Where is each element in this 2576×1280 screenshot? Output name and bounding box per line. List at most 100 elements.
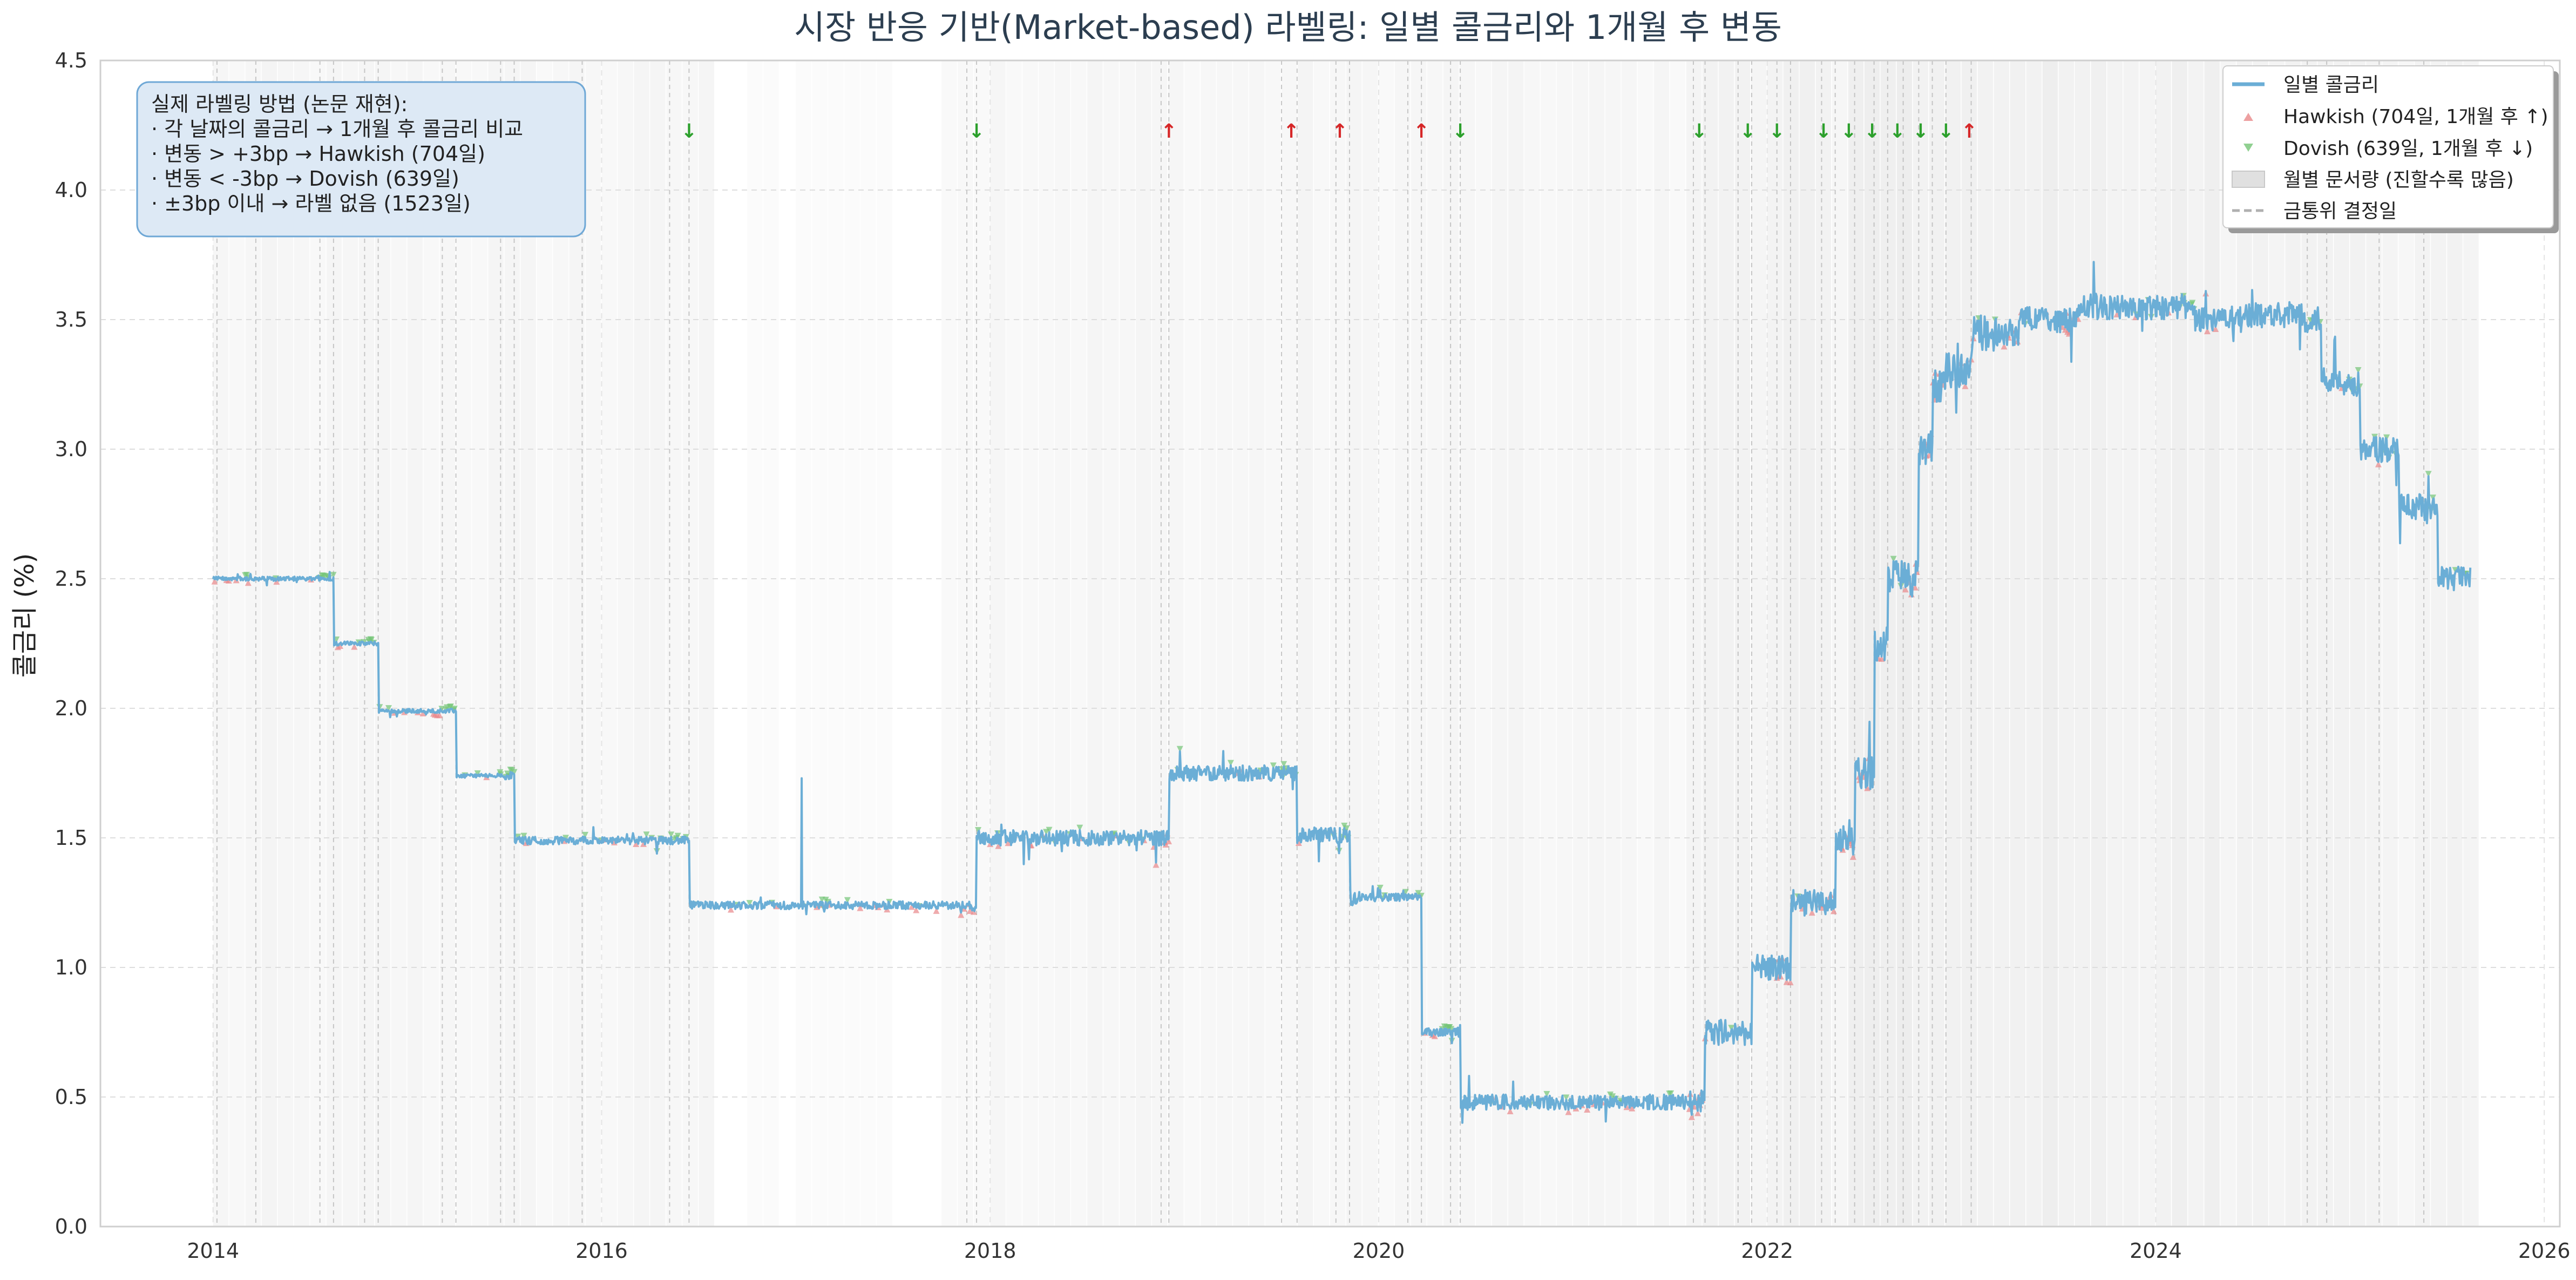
month-shade	[229, 60, 245, 1227]
month-shade	[1945, 60, 1961, 1227]
y-tick-label: 1.0	[55, 956, 87, 979]
arrow-down-icon: ↓	[1913, 120, 1929, 143]
dovish-marker	[1543, 1091, 1550, 1098]
monthly-shading	[100, 60, 2560, 1227]
month-shade	[2463, 60, 2479, 1227]
dovish-marker	[1076, 824, 1083, 831]
x-tick-label: 2020	[1353, 1239, 1405, 1263]
x-tick-label: 2024	[2130, 1239, 2182, 1263]
legend-label: Dovish (639일, 1개월 후 ↓)	[2283, 138, 2533, 160]
month-shade	[812, 60, 828, 1227]
dovish-marker	[438, 706, 445, 713]
month-shade	[1055, 60, 1070, 1227]
hawkish-marker	[1431, 1032, 1438, 1039]
month-shade	[1249, 60, 1265, 1227]
hawkish-marker	[211, 578, 218, 585]
month-shade	[747, 60, 763, 1227]
month-shade	[1201, 60, 1216, 1227]
dovish-marker	[447, 703, 454, 710]
hawkish-marker	[933, 907, 940, 914]
arrow-down-icon: ↓	[1691, 120, 1707, 143]
month-shade	[1751, 60, 1767, 1227]
month-shade	[504, 60, 520, 1227]
month-shade	[2285, 60, 2301, 1227]
month-shade	[2139, 60, 2155, 1227]
y-tick-label: 0.5	[55, 1085, 87, 1109]
month-shade	[844, 60, 860, 1227]
month-shade	[1572, 60, 1589, 1227]
month-shade	[1815, 60, 1832, 1227]
legend: 일별 콜금리 Hawkish (704일, 1개월 후 ↑) Dovish (6…	[2222, 65, 2559, 233]
hawkish-marker	[908, 903, 915, 910]
dovish-marker	[668, 831, 675, 838]
dovish-marker	[1890, 556, 1897, 563]
month-shade	[1783, 60, 1799, 1227]
dovish-marker	[1270, 762, 1277, 769]
hawkish-marker	[1864, 784, 1871, 791]
dovish-marker	[1609, 1093, 1616, 1100]
hawkish-marker	[1787, 979, 1794, 986]
hawkish-marker	[2204, 328, 2211, 335]
month-shade	[796, 60, 811, 1227]
hawkish-marker	[633, 840, 640, 847]
hawkish-marker	[1902, 586, 1909, 593]
annotation-line: · 변동 < -3bp → Dovish (639일)	[151, 167, 459, 191]
legend-label: Hawkish (704일, 1개월 후 ↑)	[2283, 106, 2548, 128]
month-shade	[618, 60, 633, 1227]
arrow-down-icon: ↓	[1452, 120, 1468, 143]
month-shade	[1686, 60, 1702, 1227]
month-shade	[1508, 60, 1524, 1227]
month-shade	[893, 60, 908, 1227]
month-shade	[731, 60, 746, 1227]
dovish-marker	[1563, 1094, 1570, 1101]
hawkish-marker	[1629, 1105, 1636, 1112]
month-shade	[553, 60, 568, 1227]
month-shade	[634, 60, 649, 1227]
month-shade	[1298, 60, 1313, 1227]
hawkish-marker	[958, 911, 965, 918]
month-shade	[1168, 60, 1184, 1227]
month-shade	[1653, 60, 1670, 1227]
hawkish-marker	[1962, 382, 1969, 389]
x-tick-label: 2018	[964, 1239, 1016, 1263]
month-shade	[1120, 60, 1135, 1227]
month-shade	[1524, 60, 1540, 1227]
month-shade	[1103, 60, 1119, 1227]
month-shade	[423, 60, 439, 1227]
month-shade	[2123, 60, 2139, 1227]
x-tick-label: 2014	[187, 1239, 239, 1263]
month-shade	[1848, 60, 1864, 1227]
month-shade	[958, 60, 973, 1227]
month-shade	[245, 60, 261, 1227]
hawkish-marker	[2212, 325, 2219, 332]
hawkish-marker	[1507, 1107, 1514, 1114]
month-shade	[1071, 60, 1087, 1227]
month-shade	[2091, 60, 2106, 1227]
rate-line-group	[212, 261, 2472, 1124]
month-shade	[1378, 60, 1394, 1227]
arrow-up-icon: ↑	[1161, 120, 1177, 143]
arrow-down-icon: ↓	[1938, 120, 1954, 143]
month-shade	[1556, 60, 1572, 1227]
month-shade	[828, 60, 844, 1227]
month-shade	[779, 60, 795, 1227]
month-shade	[1896, 60, 1913, 1227]
month-shade	[1006, 60, 1022, 1227]
legend-background	[2222, 65, 2554, 228]
hawkish-marker	[1688, 1113, 1695, 1120]
month-shade	[407, 60, 423, 1227]
month-shade	[2431, 60, 2446, 1227]
arrow-down-icon: ↓	[1889, 120, 1906, 143]
hawkish-marker	[2375, 460, 2382, 468]
arrow-down-icon: ↓	[1864, 120, 1880, 143]
hawkish-marker	[1830, 907, 1837, 915]
month-shade	[666, 60, 682, 1227]
dovish-marker	[2355, 367, 2362, 374]
hawkish-marker	[337, 642, 344, 649]
hawkish-marker	[727, 906, 734, 913]
month-shade	[261, 60, 277, 1227]
annotation-line: · 변동 > +3bp → Hawkish (704일)	[151, 142, 485, 166]
month-shade	[1217, 60, 1232, 1227]
dovish-marker	[514, 834, 521, 841]
